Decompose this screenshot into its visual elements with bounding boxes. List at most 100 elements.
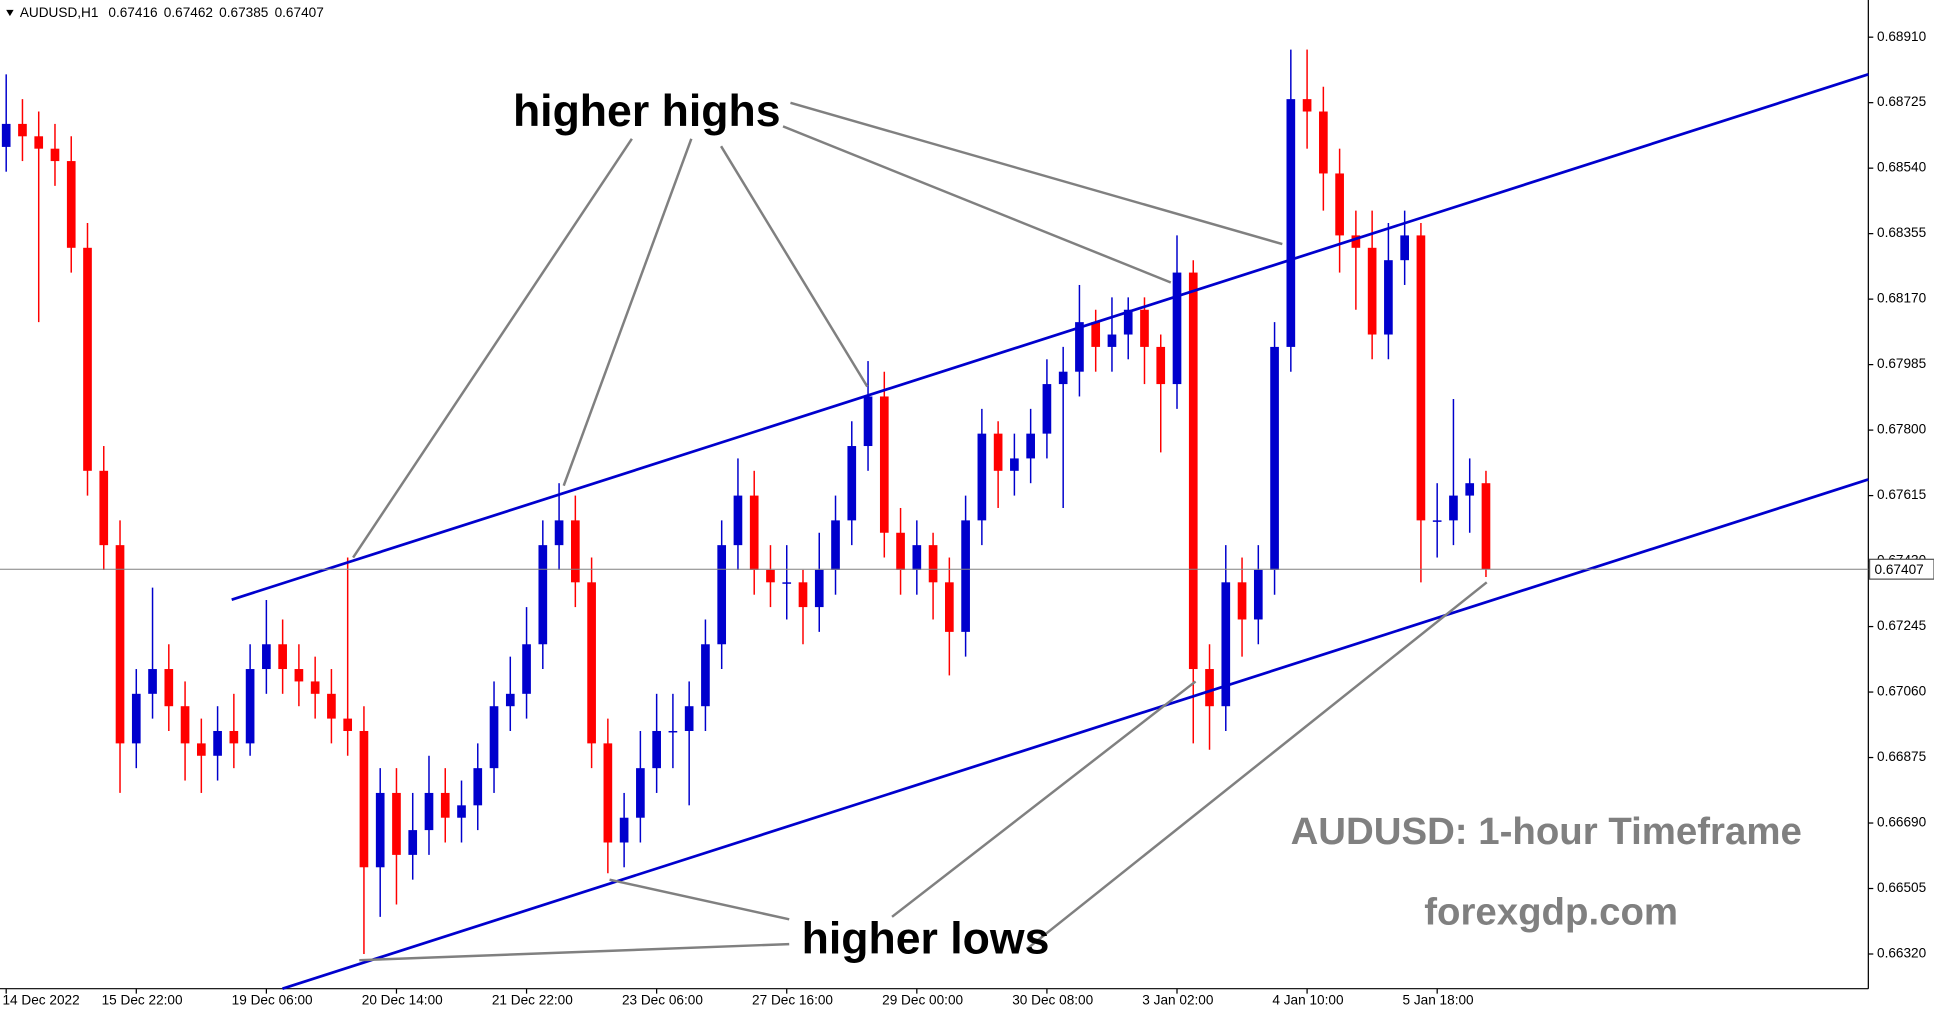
x-tick-label: 14 Dec 2022 <box>2 993 79 1008</box>
x-tick-label: 5 Jan 18:00 <box>1402 993 1474 1008</box>
candle-body <box>1351 235 1361 248</box>
candle-body <box>603 743 613 843</box>
candle-body <box>440 792 450 818</box>
y-tick-label: 0.66875 <box>1877 749 1926 764</box>
y-tick-label: 0.66505 <box>1877 880 1926 895</box>
candles <box>1 49 1491 954</box>
candle-body <box>359 730 369 868</box>
candle-body <box>587 582 596 744</box>
candle-body <box>945 582 954 632</box>
header-ohlc: 0.67407 <box>275 5 324 20</box>
candle-body <box>131 693 141 744</box>
candle-body <box>1384 260 1393 335</box>
candle-body <box>392 792 401 855</box>
x-tick-label: 23 Dec 06:00 <box>622 993 703 1008</box>
candle-body <box>1140 309 1149 347</box>
y-tick-label: 0.68355 <box>1877 225 1926 240</box>
last-price-box <box>1868 558 1934 580</box>
candle-body <box>1042 384 1052 434</box>
x-tick-label: 3 Jan 02:00 <box>1142 993 1214 1008</box>
candle-body <box>571 520 580 583</box>
x-tick-label: 30 Dec 08:00 <box>1012 993 1093 1008</box>
y-tick-label: 0.66690 <box>1877 815 1927 830</box>
pointer <box>609 878 790 921</box>
candle-body <box>798 582 808 608</box>
candle-body <box>424 792 434 831</box>
candle-body <box>879 396 889 533</box>
candle-body <box>1172 272 1182 385</box>
x-tick-label: 15 Dec 22:00 <box>102 993 183 1008</box>
candle-body <box>1091 322 1101 347</box>
candle-body <box>180 706 190 744</box>
candle-body <box>1465 483 1475 496</box>
candle-body <box>766 569 775 583</box>
candle-body <box>213 730 222 756</box>
candle-body <box>733 495 743 546</box>
y-tick-label: 0.66320 <box>1877 946 1927 961</box>
y-tick-label: 0.68170 <box>1877 291 1927 306</box>
candle-body <box>148 669 157 694</box>
candle-body <box>961 520 970 632</box>
higher-highs-pointers <box>352 101 1283 559</box>
candle-body <box>99 470 109 546</box>
candle-body <box>18 123 27 137</box>
upper-trendline <box>231 73 1869 601</box>
higher-lows-pointers <box>359 581 1488 962</box>
candle-body <box>327 693 336 719</box>
pointer <box>359 942 790 962</box>
candle-body <box>717 545 727 645</box>
candle-body <box>1075 322 1084 372</box>
pointer <box>790 101 1283 246</box>
header-ohlc: 0.67416 <box>108 5 157 20</box>
annotation: higher highs <box>513 87 781 136</box>
candle-body <box>701 644 710 707</box>
candle-body <box>912 545 922 570</box>
candle-body <box>1286 99 1296 347</box>
candle-body <box>1253 569 1263 620</box>
timeframe-label: AUDUSD: 1-hour Timeframe <box>1291 810 1802 853</box>
candle-body <box>896 532 905 570</box>
candle-body <box>1367 247 1377 335</box>
candle-body <box>847 446 857 521</box>
candle-body <box>1416 235 1426 521</box>
y-tick-label: 0.68725 <box>1877 94 1926 109</box>
candle-body <box>1026 433 1035 459</box>
y-tick-label: 0.67985 <box>1877 356 1926 371</box>
candle-body <box>278 644 287 670</box>
y-tick-label: 0.67800 <box>1877 422 1927 437</box>
candle-body <box>115 545 125 744</box>
candle-body <box>1010 458 1019 471</box>
candle-body <box>1107 334 1117 347</box>
candle-body <box>457 805 466 818</box>
candle-body <box>1335 173 1344 236</box>
candle-body <box>50 148 60 162</box>
candle-body <box>668 730 678 733</box>
candle-body <box>245 669 255 744</box>
pointer <box>891 680 1197 918</box>
site-label: forexgdp.com <box>1424 890 1678 933</box>
y-tick-label: 0.68540 <box>1877 160 1927 175</box>
candle-body <box>375 792 385 868</box>
candle-body <box>782 582 792 584</box>
menu-arrow[interactable] <box>6 9 14 17</box>
x-tick-label: 4 Jan 10:00 <box>1272 993 1344 1008</box>
candle-body <box>83 247 92 471</box>
y-tick-label: 0.68910 <box>1877 29 1927 44</box>
candle-body <box>262 644 271 670</box>
x-tick-label: 27 Dec 16:00 <box>752 993 833 1008</box>
candle-body <box>1123 309 1133 335</box>
header-ohlc: 0.67462 <box>164 5 213 20</box>
candle-body <box>1400 235 1409 261</box>
x-tick-label: 21 Dec 22:00 <box>492 993 573 1008</box>
candle-body <box>636 768 645 818</box>
candle-body <box>164 669 174 707</box>
pointer <box>562 138 693 487</box>
candle-body <box>1319 111 1328 174</box>
last-price-label: 0.67407 <box>1875 562 1924 577</box>
candle-body <box>229 730 239 744</box>
y-tick-label: 0.67245 <box>1877 618 1926 633</box>
candle-body <box>554 520 564 546</box>
symbol-label: AUDUSD,H1 <box>20 5 99 20</box>
candle-body <box>66 161 76 248</box>
